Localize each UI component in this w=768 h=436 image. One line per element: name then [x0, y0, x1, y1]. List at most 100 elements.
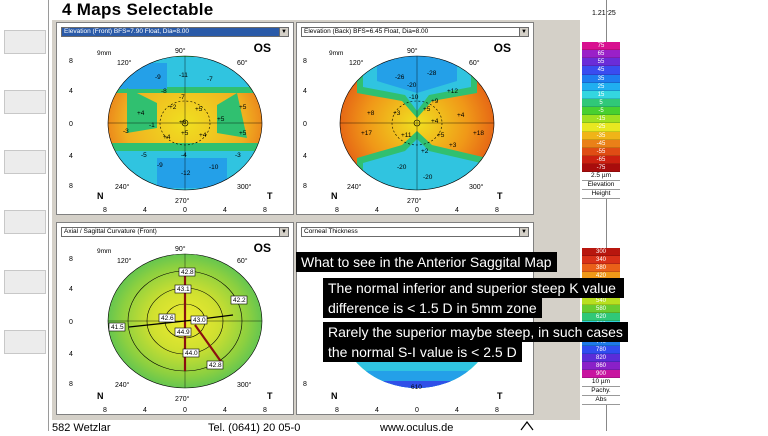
x-tick: 0 [415, 207, 419, 214]
elevation-front-map: 90° 270° 120° 60° 240° 300° N T 9mm 8 4 … [69, 47, 273, 214]
map-value: +5 [181, 130, 189, 137]
map-value: -8 [161, 88, 167, 95]
overlay-line: the normal S-I value is < 2.5 D [323, 342, 522, 362]
chevron-down-icon[interactable]: ▼ [279, 28, 288, 36]
x-tick: 8 [335, 407, 339, 414]
y-tick: 4 [69, 351, 73, 358]
map-value: +9 [431, 98, 439, 105]
map-corneal-thickness[interactable]: Corneal Thickness ▼ N T 8 8 4 0 4 8 610 [296, 222, 534, 415]
elevation-scale-cell: 55 [582, 58, 620, 67]
map-value: +4 [163, 134, 171, 141]
page-title: 4 Maps Selectable [62, 0, 214, 19]
sidebar-tile[interactable] [4, 90, 46, 114]
map-value: -20 [407, 82, 417, 89]
elevation-scale-cell: 25 [582, 82, 620, 91]
map-value: +11 [401, 132, 412, 139]
nasal-label: N [331, 191, 338, 201]
dropdown-value: Corneal Thickness [304, 228, 358, 235]
map-axial-sagittal[interactable]: Axial / Sagittal Curvature (Front) ▼ OS 9… [56, 222, 294, 415]
nasal-label: N [331, 391, 338, 401]
overlay-heading: What to see in the Anterior Saggital Map [296, 252, 557, 272]
k-value: 42.8 [209, 362, 222, 369]
footer-phone: Tel. (0641) 20 05-0 [208, 422, 301, 434]
thickness-color-scale: 3003403804204605005405806206607007407808… [582, 248, 620, 436]
x-tick: 0 [415, 407, 419, 414]
eye-label: OS [253, 241, 271, 255]
x-tick: 4 [223, 207, 227, 214]
x-tick: 4 [375, 207, 379, 214]
x-tick: 8 [103, 407, 107, 414]
overlay-line: The normal inferior and superior steep K… [323, 278, 624, 298]
map-value: -5 [141, 152, 147, 159]
map-value: +5 [217, 116, 225, 123]
chevron-down-icon[interactable]: ▼ [519, 228, 528, 236]
axis-label: 90° [407, 47, 418, 55]
k-values: 42.8 43.1 42.2 42.6 43.0 41.5 44.9 44.0 … [108, 267, 248, 370]
map-type-dropdown[interactable]: Elevation (Back) BFS=6.45 Float, Dia=8.0… [301, 27, 529, 37]
axis-label: 120° [117, 257, 132, 265]
k-value: 44.0 [185, 350, 198, 357]
map-value: -7 [179, 94, 185, 101]
elevation-scale-label: Height [582, 190, 620, 200]
sidebar-tile[interactable] [4, 30, 46, 54]
x-tick: 4 [143, 407, 147, 414]
elevation-scale-cell: -5 [582, 107, 620, 116]
thickness-scale-cell: 580 [582, 304, 620, 314]
y-tick: 0 [303, 121, 307, 128]
map-value: +5 [239, 104, 247, 111]
map-value: -3 [235, 152, 241, 159]
elevation-scale-label: 2.5 µm [582, 172, 620, 182]
axis-label: 90° [175, 245, 186, 253]
footer-website[interactable]: www.oculus.de [380, 422, 454, 434]
elevation-scale-cell: 35 [582, 74, 620, 83]
thickness-scale-cell: 620 [582, 313, 620, 322]
axis-label: 90° [175, 47, 186, 55]
map-value: -10 [209, 164, 219, 171]
map-values: -9 -11 -7 -8 -7 +4 +2 +5 -1 +6 +5 +5 +4 … [123, 72, 247, 177]
map-type-dropdown[interactable]: Axial / Sagittal Curvature (Front) ▼ [61, 227, 289, 237]
x-tick: 4 [223, 407, 227, 414]
y-tick: 8 [303, 381, 307, 388]
map-type-dropdown[interactable]: Corneal Thickness ▼ [301, 227, 529, 237]
thickness-scale-cell: 820 [582, 353, 620, 362]
eye-label: OS [253, 41, 271, 55]
y-tick: 4 [303, 88, 307, 95]
thickness-scale-label: Pachy. [582, 387, 620, 397]
sidebar-tile[interactable] [4, 330, 46, 354]
sidebar-tile[interactable] [4, 210, 46, 234]
map-value: +3 [449, 142, 457, 149]
thickness-scale-cell: 540 [582, 296, 620, 305]
up-arrow-icon[interactable] [520, 420, 534, 431]
temporal-label: T [267, 391, 273, 401]
thickness-scale-cell: 300 [582, 248, 620, 257]
y-tick: 0 [69, 319, 73, 326]
map-type-dropdown[interactable]: Elevation (Front) BFS=7.90 Float, Dia=8.… [61, 27, 289, 37]
overlay-line: difference is < 1.5 D in 5mm zone [323, 298, 542, 318]
k-value: 43.0 [193, 317, 206, 324]
version-label: 1.21r25 [592, 10, 616, 17]
map-elevation-front[interactable]: Elevation (Front) BFS=7.90 Float, Dia=8.… [56, 22, 294, 215]
axis-label: 120° [349, 59, 364, 67]
k-value: 41.5 [111, 324, 124, 331]
k-value: 42.6 [161, 315, 174, 322]
sidebar-tile[interactable] [4, 270, 46, 294]
y-tick: 8 [69, 256, 73, 263]
axis-label: 240° [347, 183, 362, 191]
elevation-scale-cell: -35 [582, 131, 620, 140]
k-value: 42.8 [181, 269, 194, 276]
map-value: -4 [181, 152, 187, 159]
axis-label: 240° [115, 183, 130, 191]
axis-label: 240° [115, 381, 130, 389]
thickness-scale-label: Abs [582, 396, 620, 406]
chevron-down-icon[interactable]: ▼ [279, 228, 288, 236]
sidebar-tile[interactable] [4, 150, 46, 174]
map-value: +4 [457, 112, 465, 119]
thickness-value: 610 [411, 384, 422, 391]
map-elevation-back[interactable]: Elevation (Back) BFS=6.45 Float, Dia=8.0… [296, 22, 534, 215]
elevation-scale-cell: 15 [582, 90, 620, 99]
chevron-down-icon[interactable]: ▼ [519, 28, 528, 36]
thickness-scale-cell: 380 [582, 264, 620, 273]
elevation-scale-cell: -15 [582, 115, 620, 124]
map-value: +12 [447, 88, 458, 95]
axis-label: 270° [175, 395, 190, 403]
